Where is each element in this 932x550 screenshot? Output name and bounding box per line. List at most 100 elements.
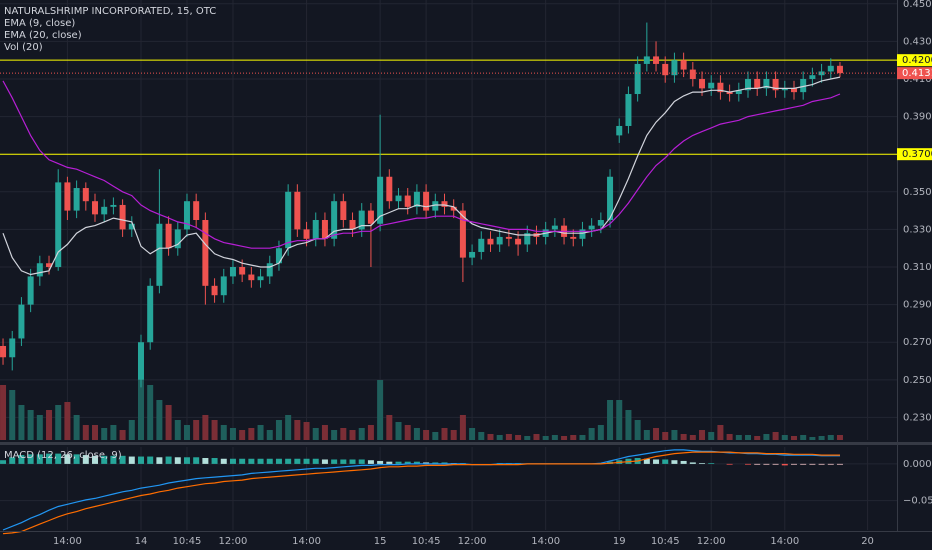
volume-bar [275, 420, 282, 440]
volume-bar [450, 430, 457, 440]
histogram-bar [101, 455, 108, 464]
volume-bar [790, 436, 797, 440]
histogram-bar [137, 456, 144, 464]
volume-bar [331, 430, 338, 440]
candle-body [36, 263, 43, 277]
volume-bar [643, 430, 650, 440]
candle-body [101, 206, 108, 215]
histogram-bar [128, 456, 135, 464]
volume-bar [386, 415, 393, 440]
histogram-bar [349, 459, 356, 464]
candle-body [358, 210, 365, 230]
candle-body [202, 220, 209, 286]
histogram-bar [699, 463, 706, 464]
line-series [2, 80, 841, 249]
volume-bar [73, 415, 80, 440]
x-tick-label: 10:45 [412, 536, 441, 547]
candle-body [174, 229, 181, 249]
candle-body [321, 220, 328, 239]
candle-body [496, 236, 503, 245]
histogram-bar [36, 454, 43, 464]
volume-bar [423, 430, 430, 440]
volume-bar [358, 428, 365, 440]
volume-bar [294, 420, 301, 440]
histogram-bar [174, 457, 181, 464]
histogram-bar [404, 461, 411, 464]
histogram-bar [220, 458, 227, 464]
volume-bar [0, 385, 7, 440]
volume-bar [119, 430, 126, 440]
x-tick-label: 14 [135, 536, 148, 547]
histogram-bar [321, 459, 328, 464]
volume-bar [459, 415, 466, 440]
volume-bar [781, 435, 788, 440]
volume-bar [754, 436, 761, 440]
histogram-bar [763, 463, 770, 465]
histogram-bar [257, 458, 264, 464]
candle-body [432, 201, 439, 211]
candle-body [257, 276, 264, 281]
candle-body [818, 71, 825, 76]
histogram-bar [294, 458, 301, 464]
histogram-bar [395, 461, 402, 464]
volume-bar [395, 422, 402, 440]
histogram-bar [827, 463, 834, 465]
histogram-bar [165, 456, 172, 464]
candle-body [0, 345, 7, 358]
histogram-bar [303, 458, 310, 464]
volume-bar [726, 434, 733, 440]
candle-body [441, 201, 448, 207]
marks [0, 22, 897, 535]
candle-body [395, 195, 402, 202]
candle-body [404, 195, 411, 207]
chart-title: NATURALSHRIMP INCORPORATED, 15, OTC [4, 6, 216, 17]
volume-bar [257, 425, 264, 440]
x-tick-label: 12:00 [697, 536, 726, 547]
candle-body [459, 210, 466, 258]
volume-bar [745, 435, 752, 440]
histogram-bar [73, 454, 80, 464]
candle-body [312, 220, 319, 239]
candle-body [515, 238, 522, 245]
volume-bar [404, 425, 411, 440]
volume-bar [836, 435, 843, 440]
volume-bar [597, 425, 604, 440]
volume-bar [735, 435, 742, 440]
histogram-bar [745, 463, 752, 465]
volume-bar [229, 428, 236, 440]
volume-bar [128, 420, 135, 440]
grid [0, 0, 897, 530]
volume-bar [285, 415, 292, 440]
candle-body [616, 125, 623, 136]
histogram-bar [772, 463, 779, 465]
volume-bar [211, 420, 218, 440]
volume-bar [137, 380, 144, 440]
volume-bar [533, 434, 540, 440]
volume-bar [46, 410, 53, 440]
x-tick-label: 12:00 [458, 536, 487, 547]
x-tick-label: 10:45 [651, 536, 680, 547]
candle-body [699, 78, 706, 89]
histogram-bar [809, 463, 816, 465]
histogram-bar [27, 454, 34, 464]
histogram-bar [239, 458, 246, 464]
volume-bar [312, 428, 319, 440]
volume-bar [9, 390, 16, 440]
volume-bar [377, 380, 384, 440]
y-tick-label: 0.0000 [903, 459, 932, 470]
histogram-bar [266, 458, 273, 464]
candle-body [147, 285, 154, 343]
volume-bar [772, 432, 779, 440]
volume-bar [101, 428, 108, 440]
candle-body [119, 204, 126, 230]
histogram-bar [64, 454, 71, 464]
histogram-bar [726, 463, 733, 465]
candle-body [671, 60, 678, 76]
candle-body [551, 225, 558, 230]
candle-body [211, 285, 218, 296]
